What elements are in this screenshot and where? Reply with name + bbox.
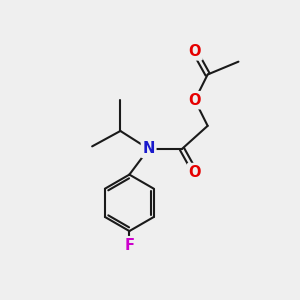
Text: O: O	[189, 164, 201, 179]
Text: O: O	[189, 93, 201, 108]
Text: F: F	[124, 238, 134, 253]
Text: O: O	[189, 44, 201, 59]
Text: N: N	[142, 141, 155, 156]
